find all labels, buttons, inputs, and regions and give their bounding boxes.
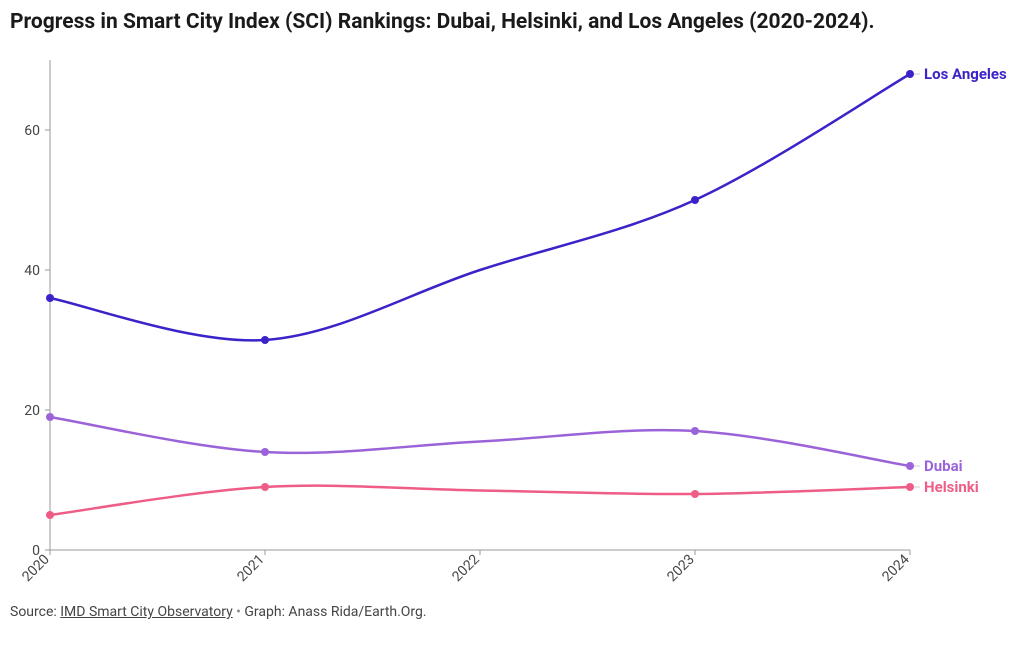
- footer-separator: •: [233, 604, 245, 620]
- series-marker-dubai: [691, 427, 699, 435]
- series-marker-helsinki: [906, 483, 914, 491]
- x-tick-label: 2023: [664, 552, 698, 586]
- source-prefix: Source:: [10, 604, 60, 620]
- series-line-helsinki: [50, 486, 910, 515]
- chart-area: 020406020202021202220232024Los AngelesDu…: [10, 40, 1010, 600]
- graph-credit: Graph: Anass Rida/Earth.Org.: [244, 604, 426, 620]
- series-marker-helsinki: [46, 511, 54, 519]
- x-tick-label: 2020: [19, 551, 53, 585]
- series-marker-dubai: [906, 462, 914, 470]
- y-tick-label: 20: [24, 403, 40, 419]
- x-tick-label: 2022: [449, 551, 483, 585]
- series-marker-los-angeles: [46, 294, 54, 302]
- series-label-los-angeles: Los Angeles: [924, 65, 1007, 83]
- line-chart-svg: 020406020202021202220232024Los AngelesDu…: [10, 40, 1010, 600]
- y-tick-label: 40: [24, 263, 40, 279]
- series-marker-dubai: [46, 413, 54, 421]
- series-label-helsinki: Helsinki: [924, 478, 979, 496]
- series-line-los-angeles: [50, 74, 910, 340]
- series-marker-los-angeles: [261, 336, 269, 344]
- series-line-dubai: [50, 417, 910, 466]
- series-marker-helsinki: [261, 483, 269, 491]
- chart-footer: Source: IMD Smart City Observatory • Gra…: [10, 604, 1010, 620]
- x-tick-label: 2021: [234, 552, 268, 586]
- y-tick-label: 60: [24, 123, 40, 139]
- series-marker-dubai: [261, 448, 269, 456]
- series-marker-helsinki: [691, 490, 699, 498]
- series-label-dubai: Dubai: [924, 457, 963, 475]
- series-marker-los-angeles: [906, 70, 914, 78]
- chart-title: Progress in Smart City Index (SCI) Ranki…: [10, 10, 1010, 34]
- x-tick-label: 2024: [879, 551, 913, 585]
- source-link[interactable]: IMD Smart City Observatory: [60, 604, 232, 620]
- series-marker-los-angeles: [691, 196, 699, 204]
